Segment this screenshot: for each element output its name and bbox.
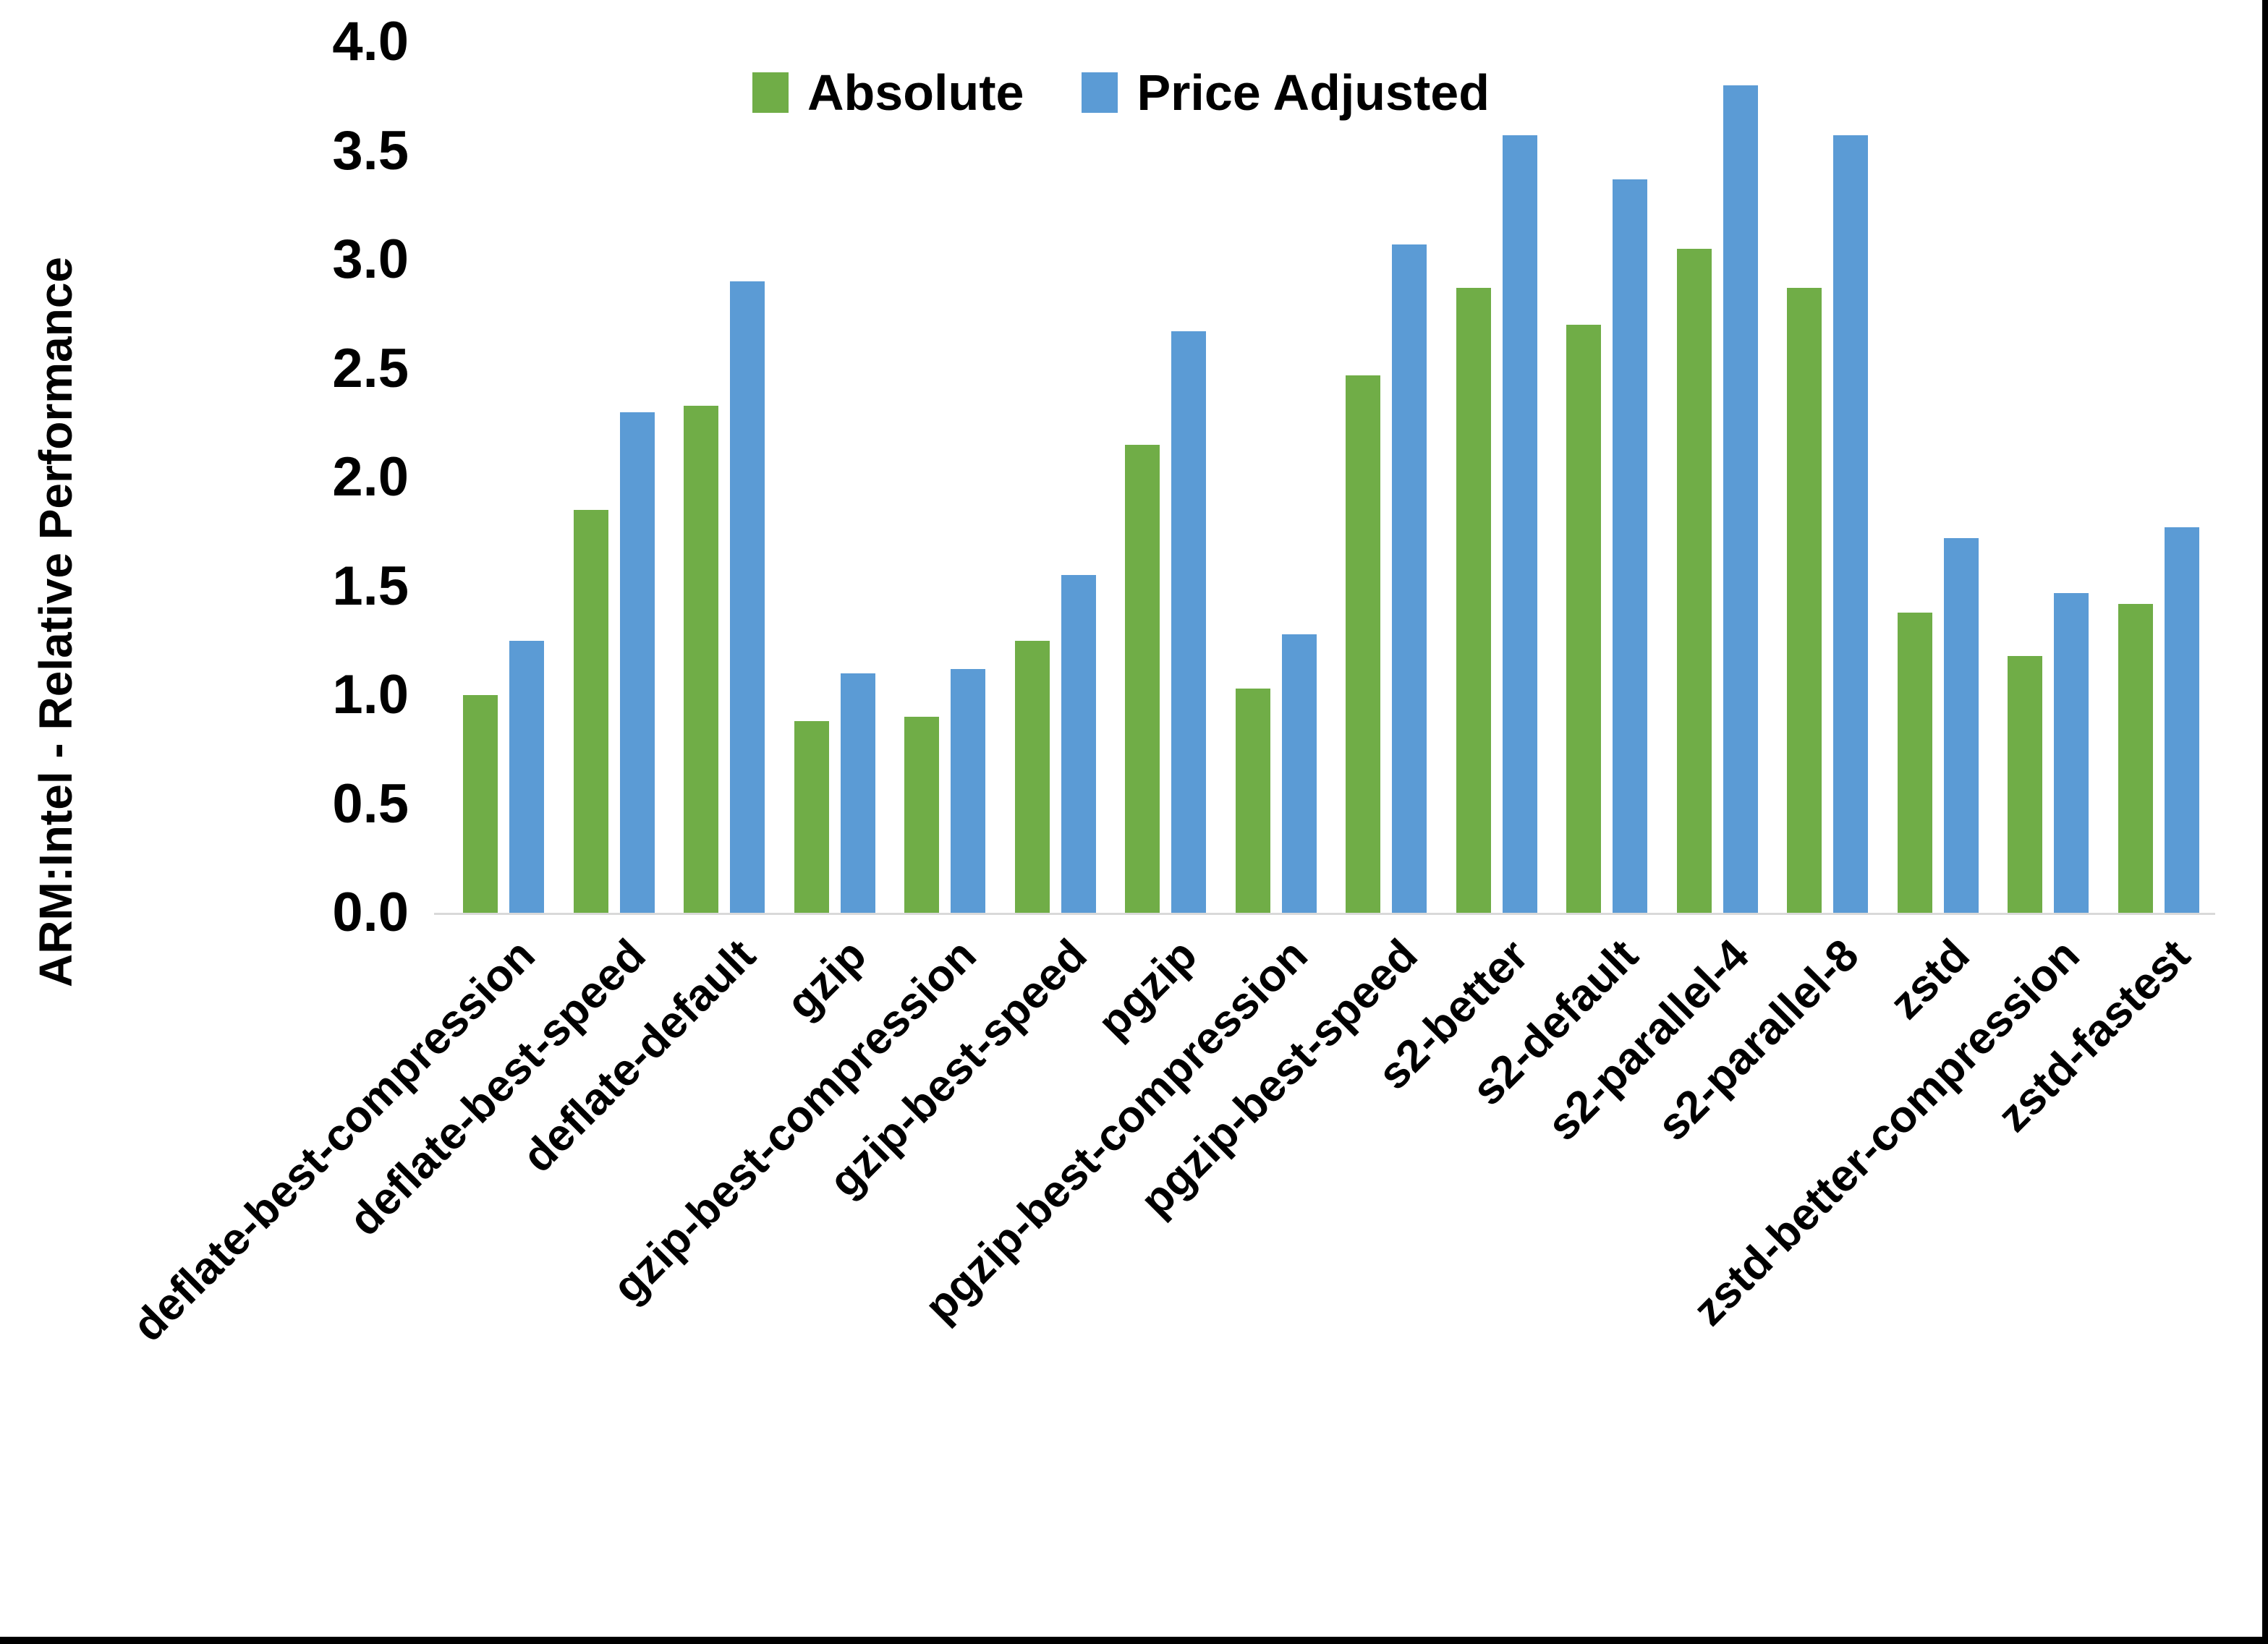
bar-cluster: [890, 42, 1001, 913]
bar-absolute: [904, 717, 940, 913]
bar-absolute: [1456, 288, 1491, 913]
bar-cluster: [1772, 42, 1883, 913]
x-axis-line: [434, 913, 2215, 915]
bar-price-adjusted: [1723, 85, 1758, 913]
bar-absolute: [1566, 325, 1602, 913]
bar-absolute: [463, 695, 498, 913]
bar-cluster: [669, 42, 780, 913]
bar-absolute: [1676, 249, 1712, 913]
bar-cluster: [1110, 42, 1221, 913]
bar-absolute: [1787, 288, 1822, 913]
bar-price-adjusted: [1171, 331, 1207, 913]
bar-cluster: [780, 42, 891, 913]
bar-price-adjusted: [619, 412, 655, 913]
legend-swatch-absolute: [752, 72, 789, 113]
bar-absolute: [1235, 689, 1270, 913]
y-tick-label: 1.5: [332, 555, 409, 617]
bar-cluster: [1001, 42, 1111, 913]
y-tick-label: 4.0: [332, 11, 409, 72]
bar-absolute: [684, 406, 719, 913]
bar-price-adjusted: [2054, 593, 2089, 913]
y-tick-label: 0.0: [332, 882, 409, 943]
bar-absolute: [1346, 375, 1381, 913]
bar-price-adjusted: [1943, 538, 1979, 913]
bar-absolute: [1897, 613, 1932, 913]
bar-price-adjusted: [2164, 527, 2199, 913]
bar-price-adjusted: [1833, 135, 1869, 913]
y-tick-label: 2.0: [332, 446, 409, 508]
y-tick-label: 0.5: [332, 772, 409, 835]
y-tick-label: 1.0: [332, 664, 409, 725]
bar-cluster: [1662, 42, 1773, 913]
legend-entry-absolute: Absolute: [752, 64, 1024, 122]
bar-cluster: [1883, 42, 1994, 913]
legend-entry-price-adjusted: Price Adjusted: [1082, 64, 1490, 122]
bar-absolute: [2118, 604, 2153, 913]
plot-area: [449, 42, 2214, 913]
bar-cluster: [1442, 42, 1553, 913]
bar-price-adjusted: [1281, 634, 1317, 913]
legend-swatch-price-adjusted: [1082, 72, 1118, 113]
legend-label-absolute: Absolute: [807, 64, 1024, 121]
y-axis-title: ARM:Intel - Relative Performance: [30, 256, 82, 988]
bar-absolute: [573, 510, 608, 913]
bar-cluster: [1221, 42, 1332, 913]
bar-absolute: [1125, 445, 1160, 913]
bar-cluster: [1552, 42, 1662, 913]
bar-price-adjusted: [509, 641, 545, 913]
bar-price-adjusted: [951, 669, 986, 913]
y-tick-label: 2.5: [332, 337, 409, 399]
bar-cluster: [559, 42, 670, 913]
bar-cluster: [2104, 42, 2214, 913]
bar-price-adjusted: [840, 673, 875, 913]
legend: Absolute Price Adjusted: [752, 62, 1490, 123]
y-tick-label: 3.0: [332, 229, 409, 290]
bar-cluster: [1331, 42, 1442, 913]
bar-absolute: [794, 721, 829, 913]
legend-label-price-adjusted: Price Adjusted: [1137, 64, 1490, 121]
bar-price-adjusted: [1061, 575, 1096, 913]
bar-price-adjusted: [1392, 244, 1427, 913]
bar-price-adjusted: [730, 281, 765, 913]
bar-cluster: [449, 42, 559, 913]
y-tick-label: 3.5: [332, 119, 409, 182]
bar-cluster: [1993, 42, 2104, 913]
bar-price-adjusted: [1502, 135, 1537, 913]
bar-price-adjusted: [1613, 179, 1648, 913]
bar-absolute: [2008, 656, 2043, 913]
bar-absolute: [1014, 641, 1050, 913]
